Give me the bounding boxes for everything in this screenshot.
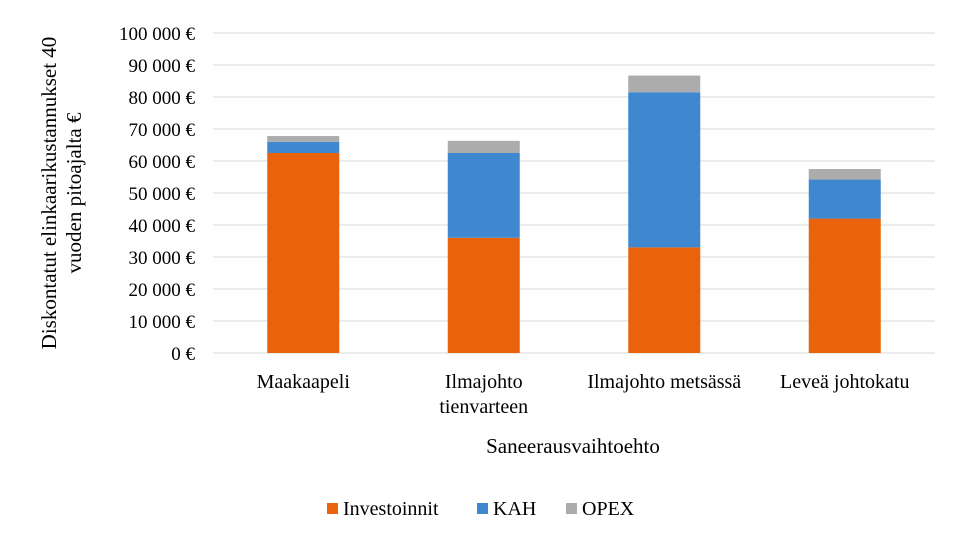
legend-label: KAH xyxy=(493,498,536,520)
y-tick-label: 70 000 € xyxy=(129,120,196,141)
bars xyxy=(267,75,881,353)
y-axis-tick-labels: 0 € 10 000 € 20 000 € 30 000 € 40 000 € 50 00… xyxy=(119,24,196,365)
bar-segment xyxy=(808,169,881,180)
x-category-label: Ilmajohto metsässä xyxy=(587,371,741,393)
bar-segment xyxy=(267,136,340,142)
x-axis-category-labels: Maakaapeli Ilmajohto tienvarteen Ilmajohto … xyxy=(257,371,910,418)
legend-label: Investoinnit xyxy=(343,498,439,520)
x-category-label: tienvarteen xyxy=(439,396,528,418)
y-tick-label: 30 000 € xyxy=(129,248,196,269)
legend-label: OPEX xyxy=(582,498,635,520)
y-axis-title: Diskontatut elinkaarikustannukset 40 vuod… xyxy=(37,37,86,350)
y-tick-label: 90 000 € xyxy=(129,56,196,77)
y-tick-label: 20 000 € xyxy=(129,280,196,301)
y-tick-label: 60 000 € xyxy=(129,152,196,173)
x-category-label: Maakaapeli xyxy=(257,371,351,393)
bar-segment xyxy=(628,247,701,353)
legend-swatch xyxy=(566,503,577,514)
x-axis-title: Saneerausvaihtoehto xyxy=(486,434,660,458)
y-tick-label: 100 000 € xyxy=(119,24,196,45)
bar-segment xyxy=(447,153,520,238)
x-category-label: Leveä johtokatu xyxy=(780,371,909,393)
legend-swatch xyxy=(327,503,338,514)
legend-swatch xyxy=(477,503,488,514)
x-category-label: Ilmajohto xyxy=(445,371,523,393)
bar-segment xyxy=(628,92,701,248)
bar-segment xyxy=(808,218,881,353)
y-tick-label: 40 000 € xyxy=(129,216,196,237)
bar-segment xyxy=(447,237,520,353)
y-tick-label: 80 000 € xyxy=(129,88,196,109)
bar-segment xyxy=(447,140,520,153)
bar-segment xyxy=(808,179,881,219)
bar-segment xyxy=(628,75,701,93)
y-tick-label: 10 000 € xyxy=(129,312,196,333)
bar-segment xyxy=(267,153,340,353)
y-tick-label: 50 000 € xyxy=(129,184,196,205)
y-tick-label: 0 € xyxy=(171,344,195,365)
bar-segment xyxy=(267,141,340,153)
y-axis-title-line: vuoden pitoajalta € xyxy=(62,112,86,273)
legend: Investoinnit KAH OPEX xyxy=(327,498,635,520)
y-axis-title-line: Diskontatut elinkaarikustannukset 40 xyxy=(37,37,61,350)
